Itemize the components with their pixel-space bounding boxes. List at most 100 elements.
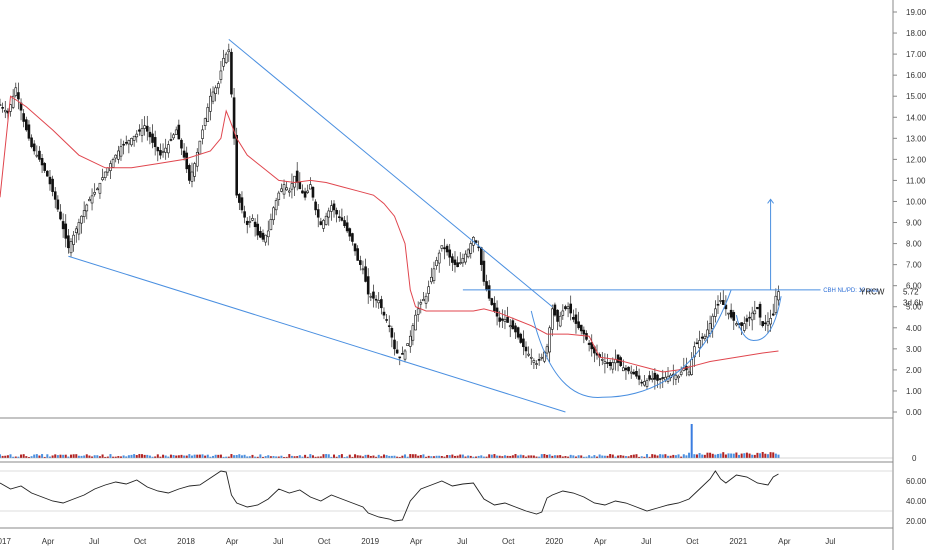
candle-body [240,197,244,211]
volume-bar [756,452,759,458]
volume-bar [703,454,706,458]
candle-body [127,140,131,145]
price-tick-label: 8.00 [906,240,922,249]
candle-body [98,182,102,194]
candle-body [153,137,157,148]
time-tick-label: 2018 [177,537,195,546]
volume-bar [230,454,233,458]
candle-body [740,322,743,326]
candle-body [261,232,265,240]
volume-bar [104,456,107,458]
candle-body [658,378,662,380]
candle-body [708,323,712,334]
volume-bar [333,454,336,458]
volume-bar [269,456,272,458]
candle-body [124,142,128,144]
time-tick-label: Oct [686,537,699,546]
volume-bar [4,455,7,458]
volume-bar [759,453,762,458]
volume-bar [225,456,228,458]
price-axis: 0.00 1.00 2.00 3.00 4.00 5.00 6.00 7.00 8.00 9.00… [893,8,927,417]
volume-bar [548,454,551,458]
candle-body [188,165,191,181]
volume-bar [246,456,249,458]
volume-bar [396,456,399,458]
volume-bar [640,456,643,458]
target-arrow-head [767,198,774,204]
volume-bar [398,456,401,458]
volume-bar [706,452,709,458]
volume-bar [327,454,330,458]
volume-bar [88,455,91,458]
volume-bar [185,455,188,458]
candle-body [632,371,636,375]
volume-bar [127,455,130,458]
rsi-tick-label: 40.00 [906,497,927,506]
volume-bar [83,455,86,458]
volume-bar [501,456,504,458]
volume-bar [672,454,675,458]
volume-bar [143,454,146,458]
candle-body [38,150,41,160]
volume-bar [659,454,662,458]
volume-bar [627,456,630,458]
volume-bar [514,454,517,458]
volume-bar [711,453,714,458]
volume-bar [388,455,391,458]
candle-body [132,135,136,141]
volume-bar [75,454,78,458]
volume-bar [632,454,635,458]
volume-bar [356,455,359,458]
candle-body [627,366,630,372]
volume-bar [367,454,370,458]
volume-bar [172,455,175,458]
candle-body [485,281,488,291]
candle-body [600,359,604,361]
candle-body [742,323,746,331]
volume-bar [509,455,512,458]
candle-body [356,248,359,261]
volume-bar [122,455,125,458]
volume-bar [614,456,617,458]
candle-body [156,147,160,152]
volume-bar [93,455,96,458]
candle-body [414,314,417,331]
price-tick-label: 5.00 [906,303,922,312]
candle-body [430,276,433,283]
candle-body [529,356,533,359]
volume-bar [346,456,349,458]
candle-body [511,320,515,330]
volume-bar [690,424,693,458]
candle-body [322,220,325,229]
volume-bar [603,455,606,458]
volume-bar [417,455,420,458]
price-tick-label: 17.00 [906,50,927,59]
candle-body [145,125,149,132]
volume-bar [651,454,654,458]
cup-curve [530,289,732,398]
candle-body [11,95,15,108]
time-tick-label: Jul [457,537,467,546]
volume-bar [290,455,293,458]
candle-body [40,157,44,166]
candle-body [503,319,507,322]
volume-bar [296,456,299,458]
candle-body [611,362,615,370]
volume-bar [6,455,9,458]
candle-body [493,302,496,312]
volume-bar [238,454,241,458]
candle-body [451,256,454,263]
candle-body [238,193,241,203]
candle-body [732,312,736,321]
candle-body [648,375,651,380]
candle-body [458,262,462,265]
volume-bar [535,456,538,458]
candle-body [619,357,622,366]
volume-bar [643,456,646,458]
candle-body [398,356,402,359]
volume-bar [577,455,580,458]
price-tick-label: 11.00 [906,176,926,185]
candle-body [650,378,654,380]
price-tick-label: 15.00 [906,92,927,101]
